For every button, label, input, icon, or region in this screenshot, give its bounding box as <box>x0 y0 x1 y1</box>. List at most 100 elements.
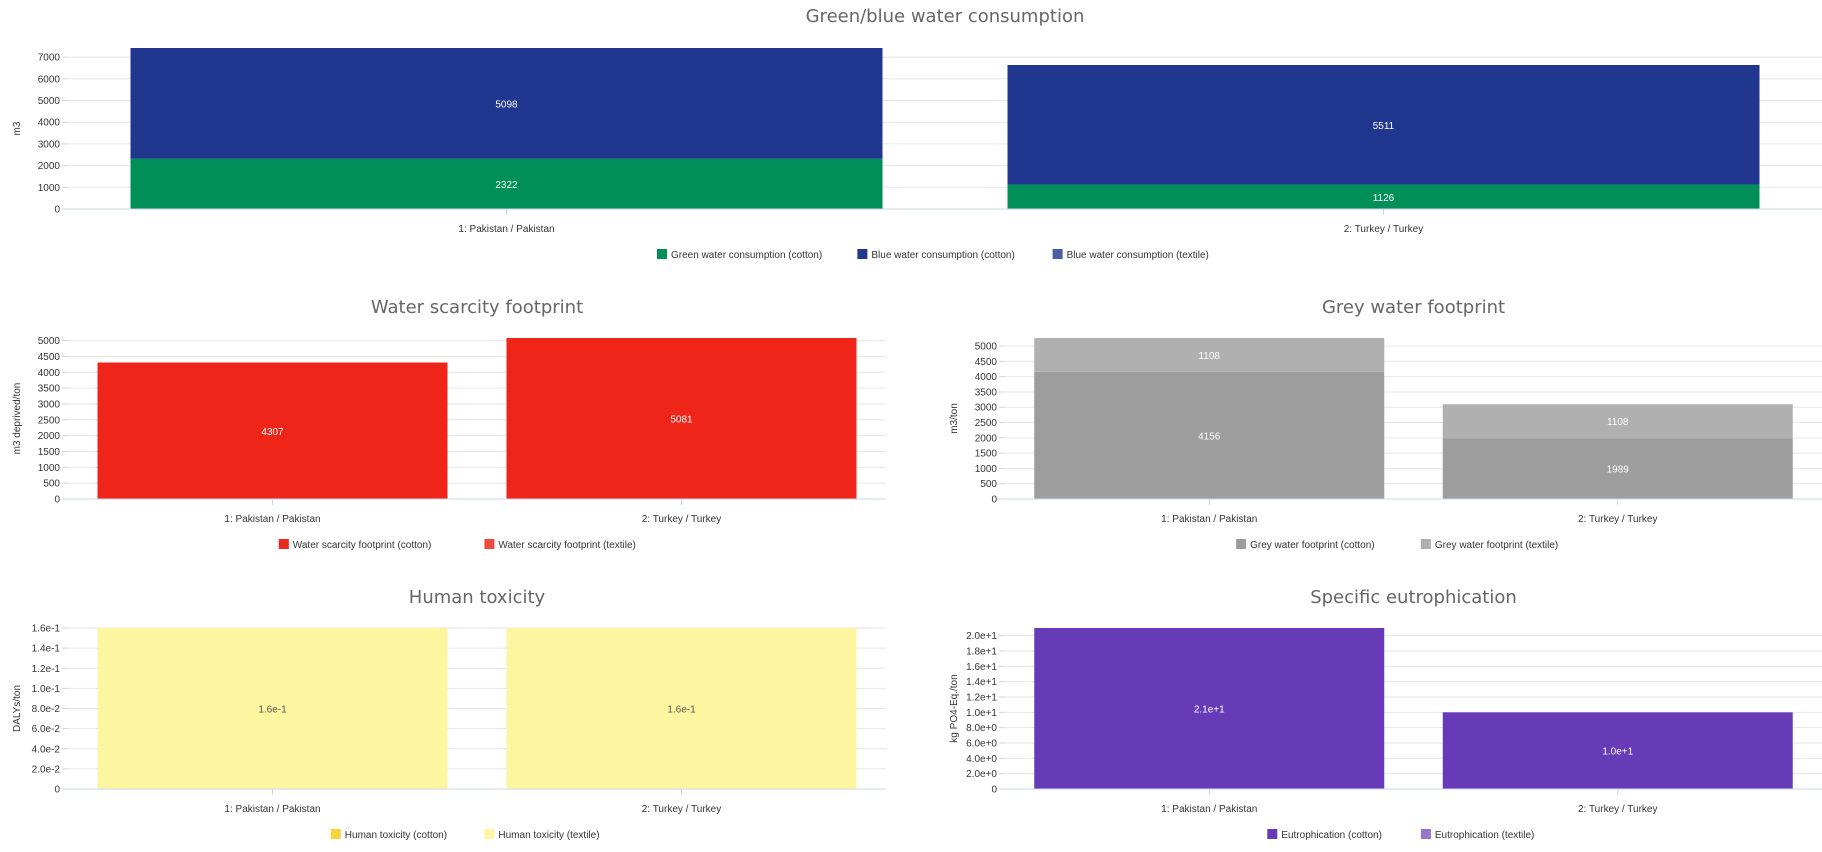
y-tick-label: 1500 <box>975 449 998 460</box>
legend-item: Blue water consumption (textile) <box>1067 250 1209 261</box>
x-tick-label: 1: Pakistan / Pakistan <box>1161 514 1257 525</box>
legend-item: Eutrophication (cotton) <box>1281 830 1382 841</box>
y-axis-label: m3/ton <box>949 403 960 434</box>
y-tick-label: 7000 <box>38 53 61 64</box>
y-axis-label: kg PO4-Eq./ton <box>949 674 960 742</box>
data-label: 5098 <box>495 99 518 110</box>
legend-item: Grey water footprint (cotton) <box>1250 540 1375 551</box>
data-label: 5081 <box>670 415 693 426</box>
y-tick-label: 2.0e-2 <box>32 764 61 775</box>
legend-item: Green water consumption (cotton) <box>671 250 822 261</box>
bar-segment <box>1034 338 1385 372</box>
x-tick-label: 2: Turkey / Turkey <box>1578 804 1657 815</box>
y-tick-label: 4.0e+0 <box>966 754 997 765</box>
y-tick-label: 6000 <box>38 74 61 85</box>
y-tick-label: 0 <box>991 785 997 796</box>
x-tick-label: 1: Pakistan / Pakistan <box>458 224 554 235</box>
data-label: 2322 <box>495 180 518 191</box>
y-tick-label: 1.4e-1 <box>32 644 61 655</box>
y-tick-label: 2000 <box>38 161 61 172</box>
y-axis-label: DALYs/ton <box>12 685 23 732</box>
bar-segment <box>506 628 857 789</box>
data-label: 1126 <box>1373 193 1395 204</box>
y-tick-label: 5000 <box>38 336 61 347</box>
bar-segment <box>130 48 883 159</box>
y-tick-label: 4000 <box>38 118 61 129</box>
y-tick-label: 2000 <box>975 433 998 444</box>
y-tick-label: 500 <box>980 479 997 490</box>
legend-swatch <box>857 249 868 259</box>
y-tick-label: 1500 <box>38 447 61 458</box>
legend-swatch <box>484 539 495 549</box>
data-label: 1108 <box>1607 417 1629 428</box>
y-tick-label: 2.0e+0 <box>966 769 997 780</box>
x-tick-label: 1: Pakistan / Pakistan <box>1161 804 1257 815</box>
data-label: 1.6e-1 <box>258 705 287 716</box>
bar-segment <box>1034 371 1385 499</box>
y-tick-label: 1000 <box>38 463 61 474</box>
data-label: 5511 <box>1373 121 1395 132</box>
bar-segment <box>130 158 883 209</box>
chart-title: Green/blue water consumption <box>806 6 1085 27</box>
y-tick-label: 5000 <box>38 96 61 107</box>
bar-segment <box>1007 64 1760 185</box>
bar-segment <box>1007 184 1760 209</box>
y-tick-label: 1.6e-1 <box>32 624 61 635</box>
bar-segment <box>97 628 448 789</box>
y-tick-label: 1.0e-1 <box>32 684 61 695</box>
data-label: 1989 <box>1607 465 1630 476</box>
y-tick-label: 4500 <box>975 357 998 368</box>
y-tick-label: 8.0e-2 <box>32 704 61 715</box>
y-tick-label: 1000 <box>975 464 998 475</box>
y-tick-label: 4.0e-2 <box>32 744 61 755</box>
legend-swatch <box>1267 829 1278 839</box>
y-tick-label: 500 <box>43 479 60 490</box>
bar-segment <box>1442 712 1793 789</box>
x-tick-label: 1: Pakistan / Pakistan <box>224 514 320 525</box>
y-tick-label: 6.0e-2 <box>32 724 61 735</box>
y-tick-label: 2000 <box>38 431 61 442</box>
y-tick-label: 0 <box>54 205 60 216</box>
y-tick-label: 5000 <box>975 342 998 353</box>
y-tick-label: 4000 <box>975 372 998 383</box>
data-label: 4156 <box>1198 431 1221 442</box>
legend-swatch <box>484 829 495 839</box>
chart-green-blue-water: Green/blue water consumption 0 1000 2000 300… <box>0 0 1822 280</box>
x-tick-label: 2: Turkey / Turkey <box>1578 514 1657 525</box>
y-tick-label: 4500 <box>38 352 61 363</box>
x-tick-label: 2: Turkey / Turkey <box>1344 224 1423 235</box>
y-tick-label: 2500 <box>38 415 61 426</box>
legend-swatch <box>657 249 667 259</box>
x-tick-label: 2: Turkey / Turkey <box>642 804 721 815</box>
legend-item: Eutrophication (textile) <box>1435 830 1535 841</box>
data-label: 1.0e+1 <box>1602 747 1633 758</box>
y-tick-label: 4000 <box>38 368 61 379</box>
chart-human-toxicity: Human toxicity 0 2.0e-2 4.0e-2 6.0e-2 8.0e-2 1… <box>12 587 886 841</box>
y-tick-label: 3000 <box>38 399 61 410</box>
y-tick-label: 1.8e+1 <box>966 647 997 658</box>
legend-item: Human toxicity (textile) <box>498 830 599 841</box>
y-tick-label: 0 <box>991 495 997 506</box>
data-label: 1108 <box>1198 351 1220 362</box>
legend-item: Human toxicity (cotton) <box>345 830 447 841</box>
bar-segment <box>97 362 448 499</box>
y-tick-label: 1.2e+1 <box>966 693 997 704</box>
chart-water-scarcity: Water scarcity footprint 0 500 1000 1500 2000… <box>12 297 886 551</box>
y-tick-label: 8.0e+0 <box>966 723 997 734</box>
legend-swatch <box>1420 829 1431 839</box>
y-tick-label: 3500 <box>975 387 998 398</box>
chart-title: Specific eutrophication <box>1310 587 1517 608</box>
data-label: 1.6e-1 <box>667 705 696 716</box>
y-tick-label: 2500 <box>975 418 998 429</box>
legend-swatch <box>1236 539 1247 549</box>
y-tick-label: 1.6e+1 <box>966 662 997 673</box>
y-tick-label: 1000 <box>38 183 61 194</box>
x-tick-label: 2: Turkey / Turkey <box>642 514 721 525</box>
y-tick-label: 3000 <box>975 403 998 414</box>
